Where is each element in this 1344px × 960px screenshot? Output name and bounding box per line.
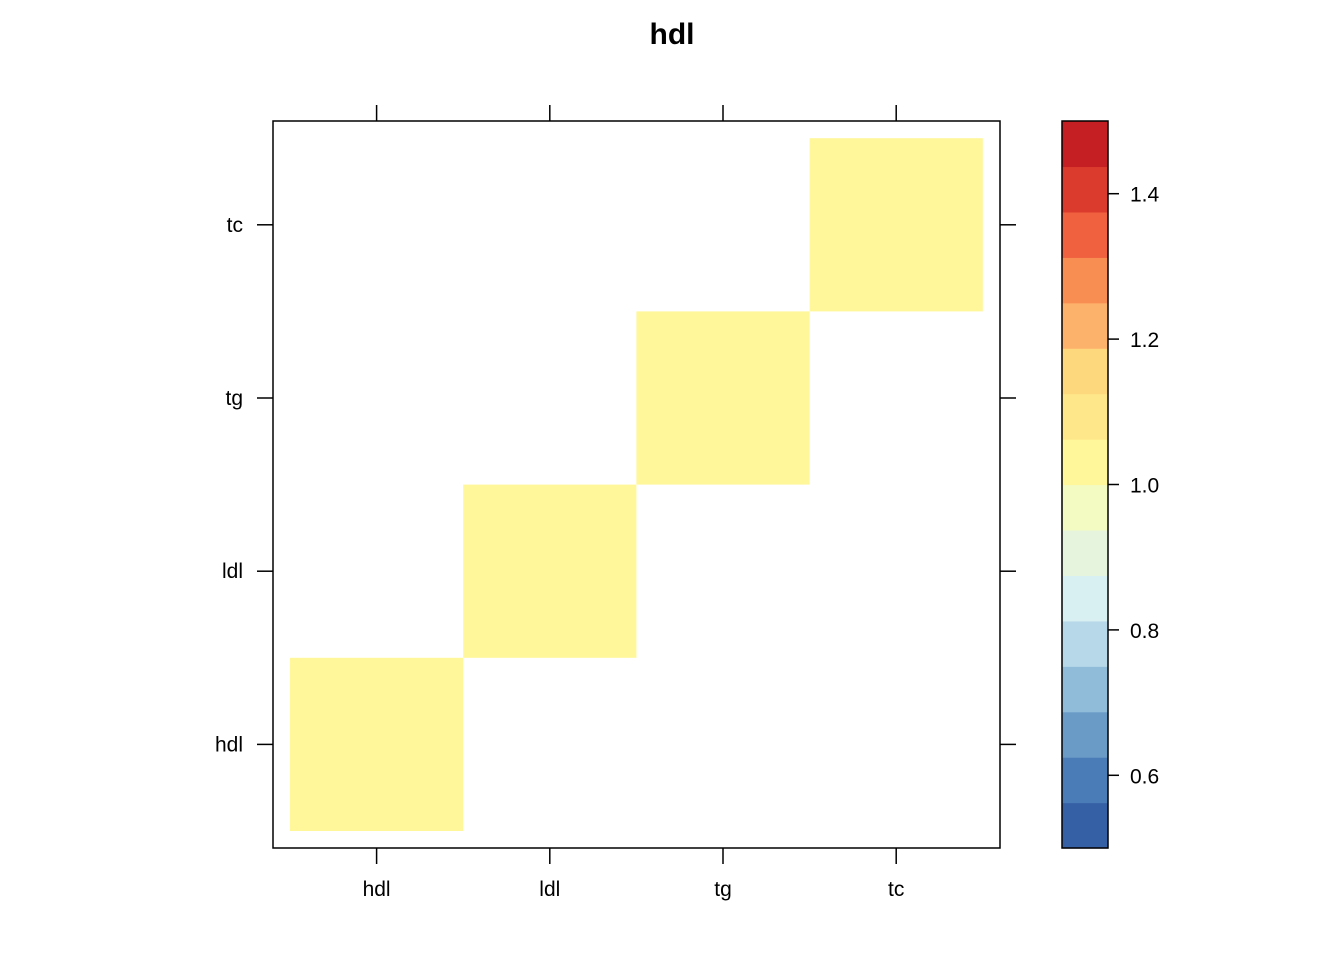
- colorbar-segment: [1062, 711, 1108, 758]
- colorbar-segment: [1062, 439, 1108, 486]
- colorbar-segment: [1062, 166, 1108, 213]
- colorbar-segment: [1062, 620, 1108, 667]
- colorbar-tick-label: 1.4: [1130, 184, 1160, 207]
- colorbar-tick-label: 0.6: [1130, 765, 1159, 788]
- heatmap-cell-tc-tc: [809, 138, 983, 312]
- heatmap-cell-tg-tg: [636, 311, 810, 485]
- heatmap-cells: [290, 138, 983, 831]
- y-tick-label: tg: [225, 387, 243, 410]
- heatmap-cell-ldl-ldl: [463, 484, 637, 658]
- x-tick-label: hdl: [363, 878, 391, 901]
- y-tick-label: tc: [227, 214, 243, 237]
- colorbar-segment: [1062, 348, 1108, 395]
- colorbar-segment: [1062, 257, 1108, 304]
- colorbar-tick-label: 0.8: [1130, 620, 1159, 643]
- colorbar: 0.6 0.8 1.0 1.2 1.4: [1061, 120, 1160, 849]
- colorbar-segment: [1062, 121, 1108, 168]
- colorbar-segment: [1062, 484, 1108, 531]
- colorbar-segment: [1062, 575, 1108, 622]
- heatmap-cell-hdl-hdl: [290, 657, 464, 831]
- axes: hdl ldl tg tc hdl ldl tg tc: [215, 105, 1016, 901]
- colorbar-segment: [1062, 211, 1108, 258]
- colorbar-segment: [1062, 802, 1108, 849]
- y-tick-label: hdl: [215, 733, 243, 756]
- x-tick-label: tc: [888, 878, 904, 901]
- x-tick-label: tg: [714, 878, 732, 901]
- plot-frame: [272, 120, 1001, 849]
- chart-title: hdl: [650, 18, 695, 51]
- colorbar-tick-label: 1.2: [1130, 329, 1159, 352]
- colorbar-segment: [1062, 302, 1108, 349]
- colorbar-segment: [1062, 393, 1108, 440]
- colorbar-tick-label: 1.0: [1130, 475, 1159, 498]
- colorbar-segment: [1062, 666, 1108, 713]
- colorbar-segment: [1062, 529, 1108, 576]
- y-tick-label: ldl: [222, 560, 243, 583]
- colorbar-segment: [1062, 757, 1108, 804]
- x-tick-label: ldl: [539, 878, 560, 901]
